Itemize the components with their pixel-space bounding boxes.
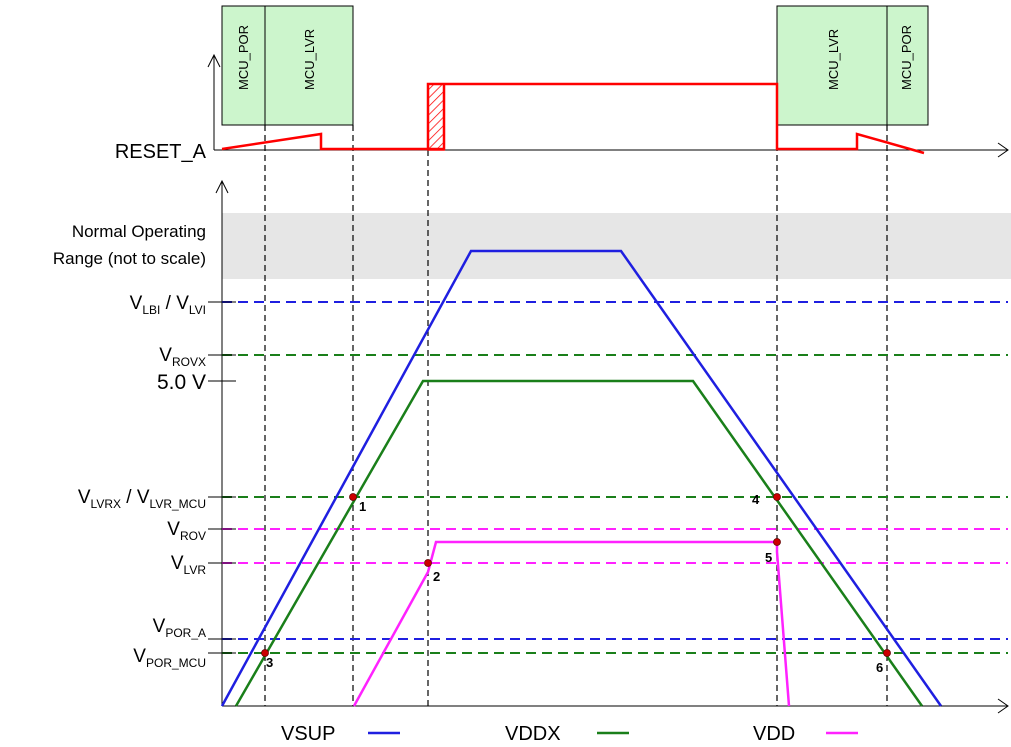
range-label-line2: Range (not to scale)	[53, 249, 206, 268]
range-label-line1: Normal Operating	[72, 222, 206, 241]
box-mcu-por-right	[886, 5, 929, 126]
right-mcu-boxes: MCU_LVR MCU_POR	[776, 5, 929, 126]
box-label-mcu-lvr-left: MCU_LVR	[302, 29, 317, 90]
legend-vddx-label: VDDX	[505, 723, 561, 745]
level-por-mcu: VPOR_MCU	[133, 646, 206, 670]
marker-dot-6	[883, 649, 891, 657]
left-mcu-boxes: MCU_POR MCU_LVR	[221, 5, 354, 126]
box-mcu-lvr-right	[776, 5, 888, 126]
event-marker-labels: 1 2 3 4 5 6	[266, 492, 883, 675]
marker-dot-4	[773, 493, 781, 501]
marker-label-6: 6	[876, 660, 883, 675]
normal-operating-range-band	[222, 213, 1011, 279]
marker-label-4: 4	[752, 492, 760, 507]
box-mcu-lvr-left	[264, 5, 354, 126]
reset-a-label: RESET_A	[115, 141, 207, 163]
threshold-lines	[222, 301, 1008, 654]
marker-label-1: 1	[359, 499, 366, 514]
level-lvr: VLVR	[171, 553, 206, 577]
legend-vdd-label: VDD	[753, 723, 795, 745]
marker-label-5: 5	[765, 550, 772, 565]
level-rov: VROV	[167, 519, 206, 543]
vddx-trace	[234, 379, 924, 707]
marker-dot-2	[424, 559, 432, 567]
level-lbi-lvi: VLBI / VLVI	[130, 293, 206, 317]
reset-a-trace	[221, 82, 925, 155]
event-markers	[261, 493, 891, 657]
level-five-volt: 5.0 V	[157, 371, 206, 394]
vsup-trace	[220, 249, 943, 707]
marker-dot-3	[261, 649, 269, 657]
legend: VSUP VDDX VDD	[281, 723, 858, 745]
marker-label-2: 2	[433, 569, 440, 584]
marker-dot-1	[349, 493, 357, 501]
event-guides	[264, 125, 888, 706]
reset-hatched-region	[427, 83, 445, 151]
level-por-a: VPOR_A	[153, 616, 206, 640]
marker-label-3: 3	[266, 655, 273, 670]
vdd-trace	[352, 540, 791, 707]
voltage-ticks	[208, 301, 236, 654]
level-lvrx-lvr-mcu: VLVRX / VLVR_MCU	[78, 487, 206, 511]
marker-dot-5	[773, 538, 781, 546]
level-rovx: VROVX	[159, 345, 206, 369]
box-label-mcu-lvr-right: MCU_LVR	[826, 29, 841, 90]
box-label-mcu-por-left: MCU_POR	[236, 25, 251, 90]
box-mcu-por-left	[221, 5, 266, 126]
box-label-mcu-por-right: MCU_POR	[899, 25, 914, 90]
legend-vsup-label: VSUP	[281, 723, 335, 745]
